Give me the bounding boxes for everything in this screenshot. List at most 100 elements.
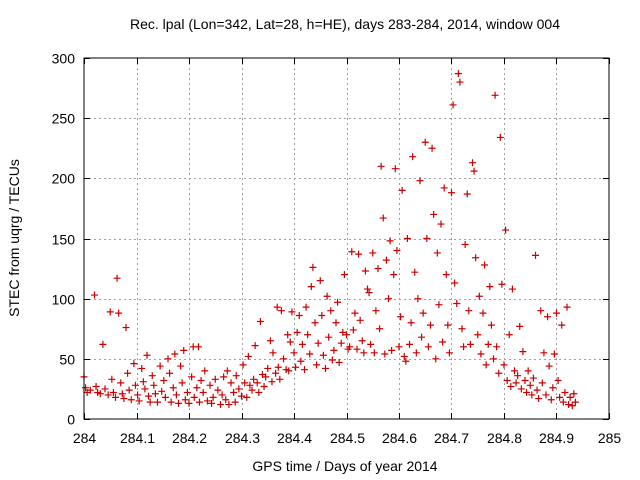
data-point [327, 307, 335, 315]
data-point [379, 214, 387, 222]
data-point [563, 303, 571, 311]
data-point [307, 283, 315, 291]
x-tick-label: 284.6 [382, 430, 417, 446]
data-point [421, 138, 429, 146]
data-point [477, 350, 485, 358]
y-axis-ticks: 0 50 100 150 200 250 300 [52, 51, 609, 428]
data-point [104, 391, 112, 399]
data-point [556, 393, 564, 401]
data-point [428, 144, 436, 152]
data-point [225, 401, 233, 409]
data-point [158, 387, 166, 395]
x-tick-label: 284.8 [487, 430, 522, 446]
data-point [272, 369, 280, 377]
data-point [456, 78, 464, 86]
data-point [453, 299, 461, 307]
data-point [169, 384, 177, 392]
data-point [427, 321, 434, 329]
data-point [295, 312, 303, 320]
data-point [343, 331, 350, 339]
data-point [349, 326, 357, 334]
data-point [284, 331, 292, 339]
data-point [503, 376, 511, 384]
data-point [115, 309, 123, 317]
data-point [113, 274, 121, 282]
x-tick-label: 284.7 [434, 430, 469, 446]
data-point [340, 271, 348, 279]
data-point [570, 390, 578, 398]
data-point [521, 376, 529, 384]
data-point [332, 319, 340, 327]
data-point [537, 307, 545, 315]
data-point [292, 363, 300, 371]
data-point [180, 346, 188, 354]
data-point [319, 351, 327, 359]
x-tick-label: 284.5 [330, 430, 365, 446]
data-point [388, 346, 396, 354]
data-point [243, 393, 251, 401]
data-point [382, 256, 390, 264]
data-point [209, 393, 217, 401]
data-point [92, 383, 100, 391]
data-point [412, 349, 420, 357]
data-point [423, 235, 431, 242]
data-point [146, 398, 154, 406]
data-point [460, 343, 468, 351]
data-point [355, 250, 363, 258]
data-point [91, 291, 98, 299]
data-point [558, 321, 566, 329]
data-point [550, 350, 558, 358]
data-point [493, 343, 501, 351]
data-point [264, 364, 272, 372]
data-point [199, 389, 207, 397]
data-point [131, 381, 139, 389]
data-point [122, 324, 130, 332]
data-point [465, 307, 473, 315]
data-point [445, 349, 453, 357]
data-point [369, 249, 377, 257]
data-point [125, 386, 133, 394]
data-point [117, 379, 125, 387]
y-tick-label: 200 [52, 171, 76, 187]
data-point [298, 340, 306, 348]
data-point [528, 391, 536, 399]
data-point [370, 349, 378, 357]
data-point [458, 325, 466, 333]
data-point [481, 261, 489, 269]
data-point [190, 393, 198, 401]
data-point [239, 361, 247, 369]
data-point [484, 340, 492, 348]
data-point [130, 360, 138, 368]
data-point [391, 165, 399, 173]
data-point [398, 186, 406, 194]
data-point [235, 385, 243, 393]
data-point [414, 295, 422, 303]
x-tick-label: 284.4 [277, 430, 312, 446]
data-point [358, 337, 366, 345]
data-point [286, 338, 294, 346]
data-point [222, 396, 230, 404]
data-point [419, 309, 427, 317]
data-point [364, 285, 371, 293]
data-point [356, 316, 364, 324]
data-point [505, 331, 513, 339]
y-tick-label: 250 [52, 111, 76, 127]
data-point [330, 346, 338, 354]
data-point [197, 376, 205, 384]
data-point [290, 349, 298, 357]
data-points [80, 70, 579, 410]
data-point [406, 340, 413, 348]
data-point [145, 392, 153, 400]
data-point [181, 396, 189, 404]
data-point [335, 358, 343, 366]
data-point [559, 398, 567, 406]
data-point [544, 313, 552, 321]
data-point [251, 342, 259, 350]
x-tick-label: 284.3 [225, 430, 260, 446]
data-point [231, 398, 239, 406]
data-point [571, 398, 579, 406]
data-point [545, 362, 553, 370]
data-point [519, 348, 527, 356]
data-point [542, 391, 550, 399]
data-point [318, 312, 326, 320]
